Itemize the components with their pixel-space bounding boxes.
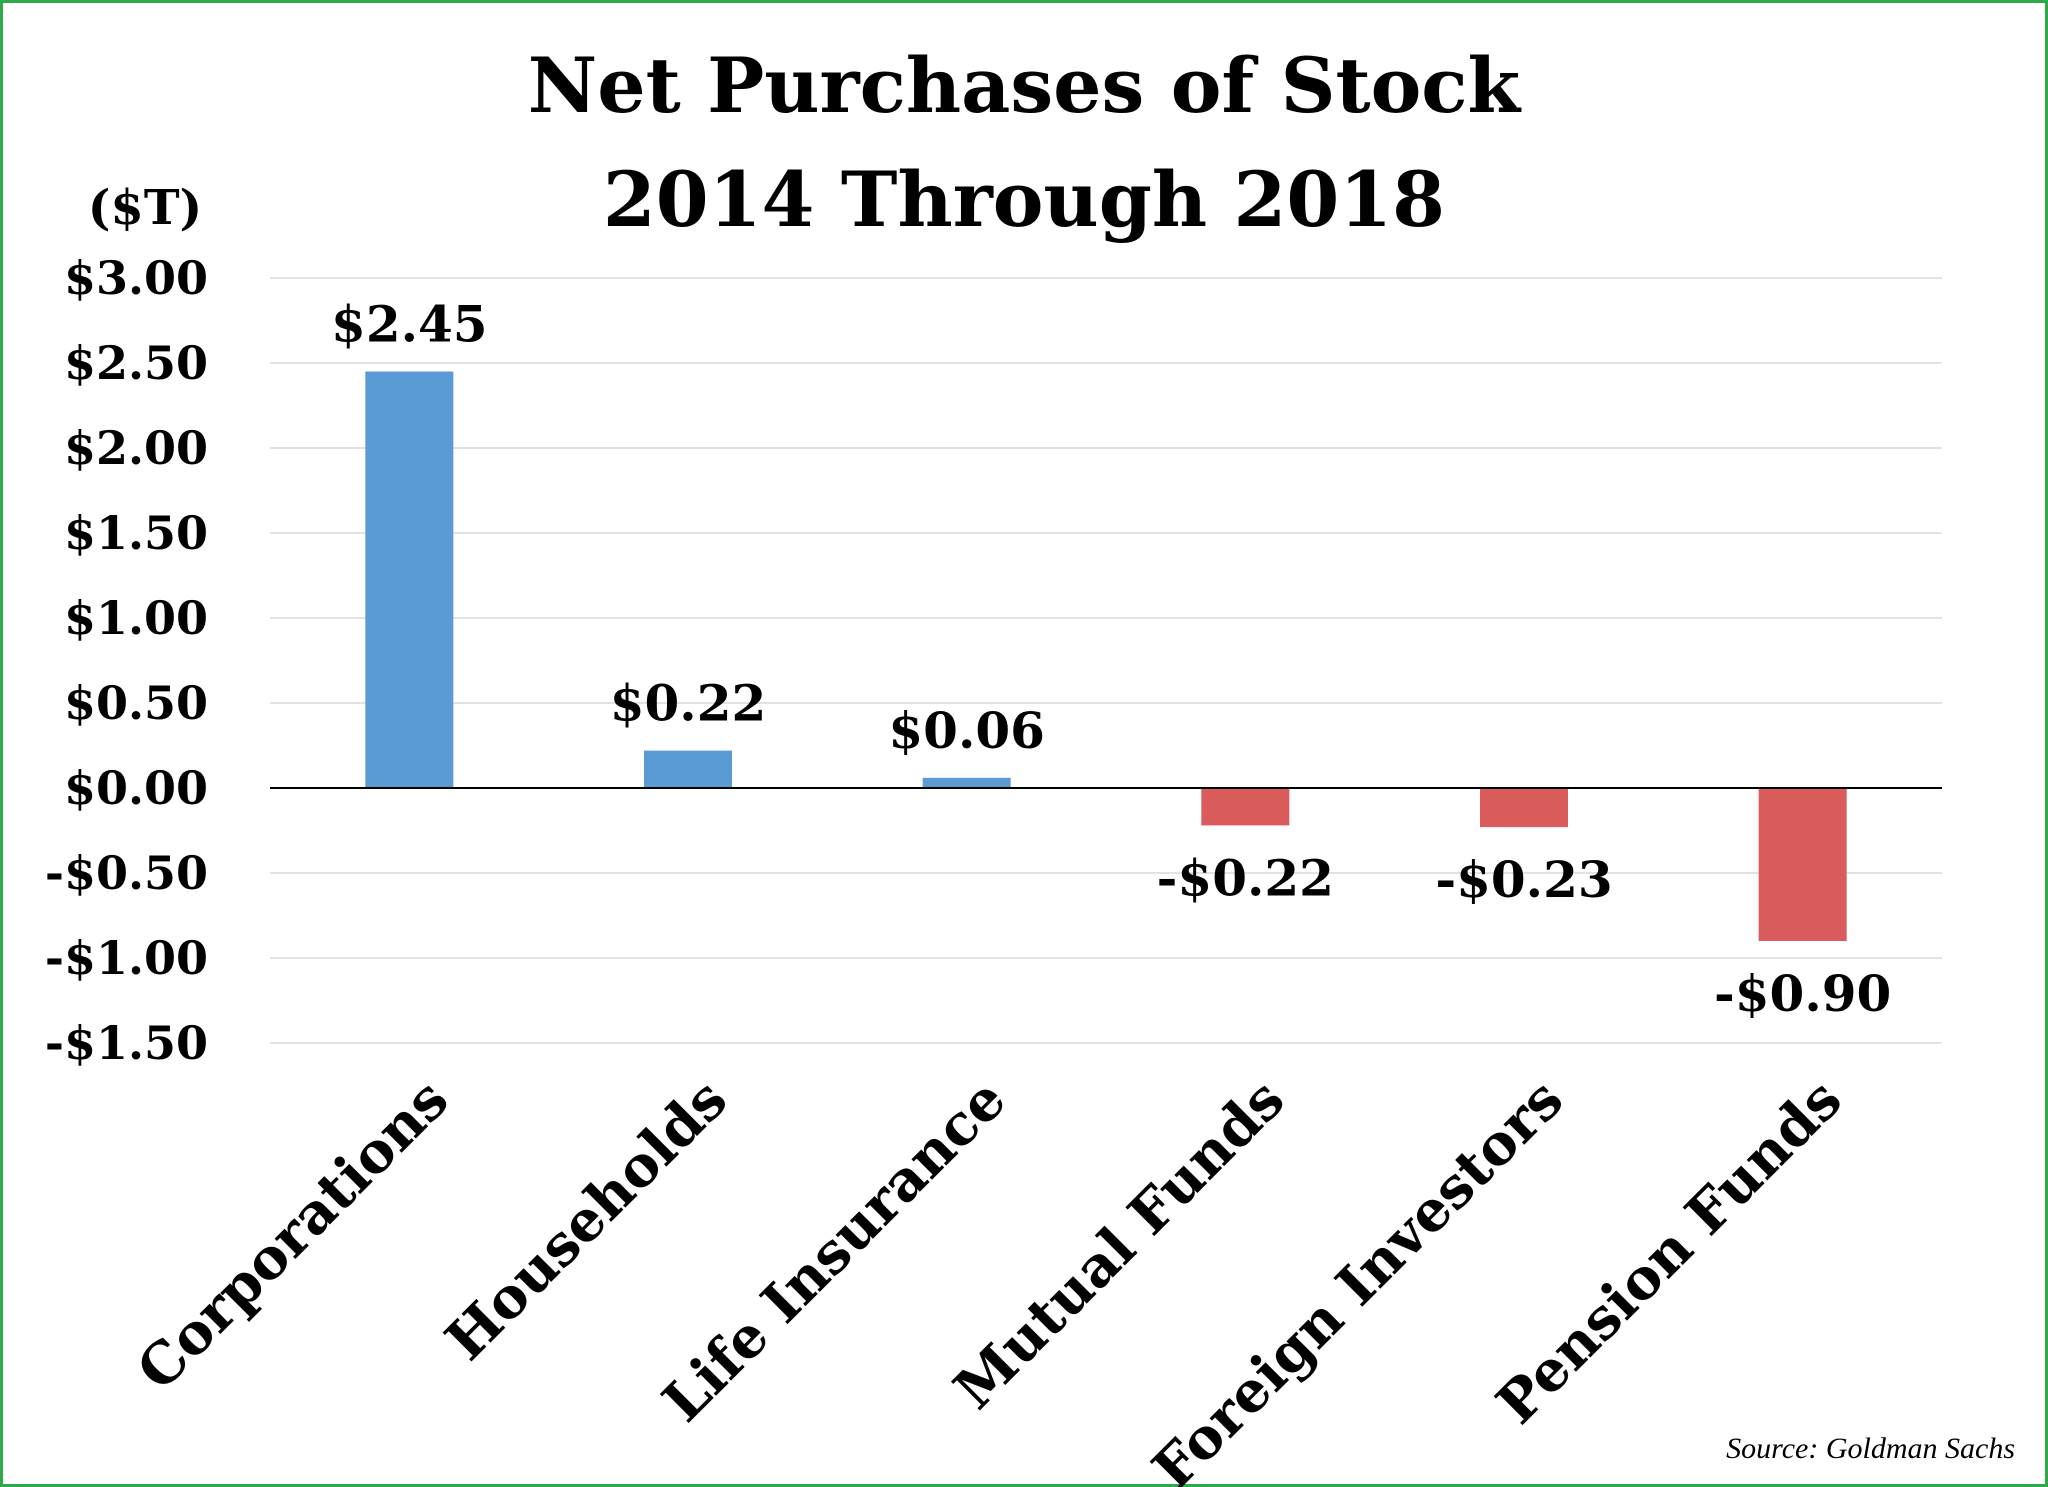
bar-foreign-investors (1480, 788, 1568, 828)
data-label: $2.45 (331, 295, 488, 354)
x-tick-label: Corporations (124, 1066, 461, 1403)
gridlines (270, 277, 1942, 1044)
bars (365, 371, 1847, 941)
y-tick-label: -$0.50 (45, 846, 208, 900)
y-tick-label: $0.00 (64, 761, 208, 815)
y-axis-unit-label: ($T) (88, 180, 203, 236)
y-tick-label: $2.00 (64, 421, 208, 475)
bar-households (644, 750, 732, 788)
chart-title-line-2: 2014 Through 2018 (603, 155, 1445, 244)
y-tick-label: $3.00 (64, 251, 208, 305)
data-label: -$0.22 (1157, 848, 1334, 907)
y-axis-tick-labels: $3.00 $2.50 $2.00 $1.50 $1.00 $0.50 $0.00 -$0.5… (45, 251, 208, 1070)
y-tick-label: $2.50 (64, 336, 208, 390)
y-tick-label: $0.50 (64, 676, 208, 730)
data-label: $0.22 (610, 674, 767, 733)
bar-pension-funds (1758, 788, 1847, 941)
y-tick-label: -$1.00 (45, 931, 208, 985)
bar-life-insurance (922, 777, 1011, 788)
data-label: -$0.90 (1714, 964, 1891, 1023)
y-tick-label: -$1.50 (45, 1016, 208, 1070)
data-labels: $2.45 $0.22 $0.06 -$0.22 -$0.23 -$0.90 (331, 295, 1891, 1024)
data-label: $0.06 (888, 701, 1045, 760)
source-note: Source: Goldman Sachs (1726, 1432, 2015, 1465)
y-tick-label: $1.50 (64, 506, 208, 560)
bar-corporations (365, 371, 454, 788)
data-label: -$0.23 (1435, 850, 1612, 909)
y-tick-label: $1.00 (64, 591, 208, 645)
chart-title-line-1: Net Purchases of Stock (528, 41, 1522, 130)
x-tick-label: Households (433, 1066, 740, 1373)
bar-mutual-funds (1201, 788, 1290, 826)
